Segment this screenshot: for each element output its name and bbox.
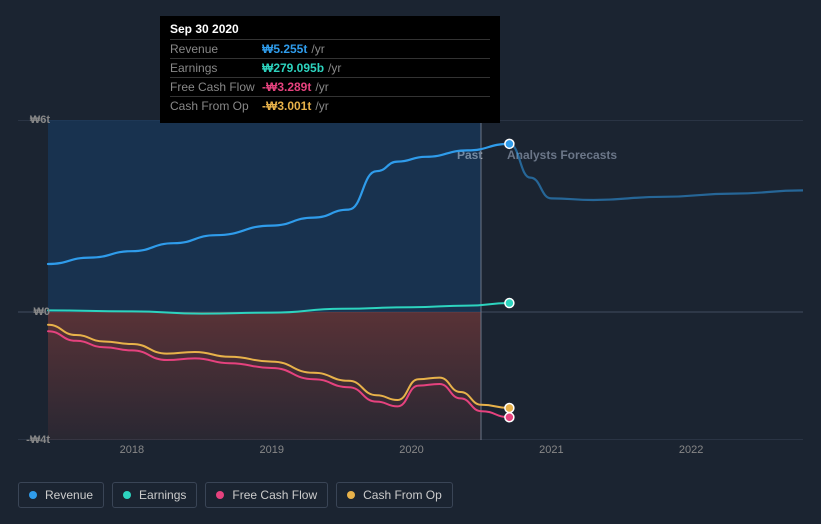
tooltip-value: ₩279.095b [262,61,324,75]
y-tick-label: ₩0 [34,306,51,318]
x-axis: 2018 2019 2020 2021 2022 [18,444,803,460]
tooltip-date: Sep 30 2020 [170,22,490,39]
tooltip-label: Cash From Op [170,99,262,113]
legend-item-earnings[interactable]: Earnings [112,482,197,508]
dot-icon [29,491,37,499]
x-tick-label: 2019 [259,444,283,456]
tooltip-unit: /yr [311,42,324,56]
x-tick-label: 2020 [399,444,423,456]
x-tick-label: 2021 [539,444,563,456]
tooltip-row: Free Cash Flow-₩3.289t/yr [170,77,490,96]
tooltip-row: Earnings₩279.095b/yr [170,58,490,77]
x-tick-label: 2022 [679,444,703,456]
legend-label: Free Cash Flow [232,488,317,502]
legend-item-cash-from-op[interactable]: Cash From Op [336,482,453,508]
legend-label: Cash From Op [363,488,442,502]
y-tick-label: ₩6t [30,114,50,126]
financials-chart: Sep 30 2020 Revenue₩5.255t/yrEarnings₩27… [18,0,803,524]
tooltip-value: ₩5.255t [262,42,307,56]
tooltip-unit: /yr [315,99,328,113]
tooltip-label: Free Cash Flow [170,80,262,94]
tooltip-value: -₩3.001t [262,99,311,113]
tooltip-unit: /yr [328,61,341,75]
x-tick-label: 2018 [120,444,144,456]
tooltip-label: Revenue [170,42,262,56]
dot-icon [123,491,131,499]
tooltip-unit: /yr [315,80,328,94]
legend-item-free-cash-flow[interactable]: Free Cash Flow [205,482,328,508]
dot-icon [347,491,355,499]
legend-label: Revenue [45,488,93,502]
dot-icon [216,491,224,499]
tooltip-row: Cash From Op-₩3.001t/yr [170,96,490,115]
chart-tooltip: Sep 30 2020 Revenue₩5.255t/yrEarnings₩27… [160,16,500,123]
tooltip-label: Earnings [170,61,262,75]
legend-label: Earnings [139,488,186,502]
chart-plot[interactable]: ₩6t₩0-₩4t [18,120,803,440]
chart-legend: Revenue Earnings Free Cash Flow Cash From O… [18,482,453,508]
tooltip-row: Revenue₩5.255t/yr [170,39,490,58]
tooltip-value: -₩3.289t [262,80,311,94]
legend-item-revenue[interactable]: Revenue [18,482,104,508]
